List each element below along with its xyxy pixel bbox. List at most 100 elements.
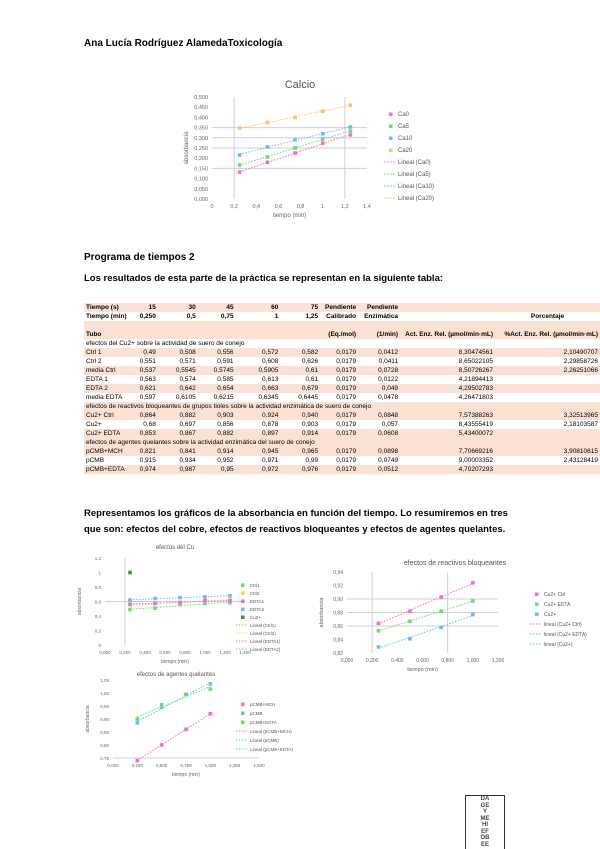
table-cell: 0,5745 bbox=[197, 366, 236, 375]
table-cell: 0,853 bbox=[133, 429, 158, 438]
table-cell: 0,0179 bbox=[320, 465, 359, 474]
chart-title: efectos de agentes quelantes bbox=[137, 672, 215, 678]
legend-marker bbox=[535, 592, 539, 596]
x-tick-label: 0,200 bbox=[366, 658, 379, 664]
legend-marker bbox=[389, 124, 393, 128]
data-point-EDTA1 bbox=[203, 598, 207, 603]
table-cell: 0,0898 bbox=[358, 447, 401, 456]
table-cell: 0,61 bbox=[280, 366, 321, 375]
table-cell: 0,574 bbox=[179, 376, 196, 383]
table-cell: 3,90810615 bbox=[495, 447, 600, 456]
table-cell: 0,976 bbox=[280, 465, 321, 474]
table-row: media Ctrl 0,537 0,5545 0,5745 0,5905 0,61 0,0… bbox=[84, 366, 600, 375]
table-cell: 0,0179 bbox=[320, 429, 359, 438]
data-point-Ca10 bbox=[265, 145, 270, 149]
table-cell bbox=[157, 330, 198, 339]
table-row: EDTA 2 0,621 0,642 0,654 0,663 0,679 0,0179 0,0… bbox=[84, 384, 600, 393]
x-axis-label: tiempo (min) bbox=[273, 213, 306, 219]
y-tick-label: 0,150 bbox=[194, 166, 208, 172]
table-cell: 0,0411 bbox=[378, 358, 399, 365]
table-cell bbox=[495, 303, 600, 312]
data-point-EDTA1 bbox=[228, 598, 232, 603]
x-tick-label: 0,800 bbox=[179, 650, 191, 655]
legend-label: pCMB bbox=[250, 711, 263, 716]
table-cell: (Eq./mol) bbox=[320, 330, 359, 339]
table-cell: 0,6445 bbox=[298, 394, 319, 401]
legend-marker bbox=[241, 615, 245, 619]
table-cell: Tubo bbox=[84, 330, 134, 339]
table-cell: 0,68 bbox=[143, 421, 156, 428]
data-point-Ca5 bbox=[293, 146, 297, 150]
data-point-pCMB+EDTA bbox=[135, 717, 140, 721]
x-tick-label: 0,750 bbox=[180, 763, 192, 768]
y-tick-label: 0,82 bbox=[333, 651, 343, 657]
chart-title: efectos del Cu bbox=[156, 545, 194, 551]
data-point-pCMB+MCH bbox=[208, 712, 213, 716]
table-cell: 30 bbox=[157, 303, 198, 312]
table-cell: 0,974 bbox=[133, 465, 158, 474]
chart-title: efectos de reactivos bloqueantes bbox=[404, 560, 507, 567]
table-cell: 2,18103587 bbox=[563, 421, 598, 428]
data-point-pCMB+EDTA bbox=[159, 702, 164, 707]
table-cell: 0,585 bbox=[217, 376, 234, 383]
legend-marker bbox=[389, 136, 393, 140]
data-point-Cu2+ bbox=[471, 612, 475, 617]
table-cell: 0,882 bbox=[197, 429, 236, 438]
table-cell: 0,0179 bbox=[320, 366, 359, 375]
y-tick-label: 0,94 bbox=[333, 570, 343, 576]
x-axis-label: tiempo (min) bbox=[407, 667, 438, 673]
table-cell: 0,841 bbox=[157, 447, 198, 456]
x-tick-label: 0,4 bbox=[252, 204, 260, 210]
x-tick-label: 0,400 bbox=[139, 650, 151, 655]
x-tick-label: 0,500 bbox=[156, 763, 168, 768]
table-cell: 2,29858726 bbox=[563, 358, 598, 365]
table-cell: 1,25 bbox=[305, 313, 319, 320]
table-cell: Tiempo (s) bbox=[84, 303, 134, 312]
table-cell: 0,613 bbox=[262, 376, 279, 383]
table-cell: 0,0179 bbox=[336, 457, 357, 464]
table-cell: 0,6345 bbox=[258, 394, 279, 401]
legend-label: pCMB+EDTA bbox=[250, 720, 277, 725]
table-cell: 0,61 bbox=[305, 376, 319, 383]
x-tick-label: 1,000 bbox=[205, 763, 217, 768]
table-cell: 0,75 bbox=[220, 313, 234, 320]
table-cell: 0,878 bbox=[262, 421, 279, 428]
table-row: pCMB+EDTA 0,974 0,987 0,95 0,972 0,976 0,0179 0… bbox=[84, 465, 600, 474]
table-cell: 0,0179 bbox=[336, 358, 357, 365]
table-cell: 0,924 bbox=[235, 411, 281, 420]
table-cell bbox=[495, 384, 600, 393]
data-point-Cu2+ Ctrl bbox=[376, 621, 381, 626]
table-cell: 0,0848 bbox=[358, 411, 401, 420]
legend-label: Cu2+ bbox=[544, 612, 556, 618]
document-header: Ana Lucía Rodríguez AlamedaToxicología bbox=[84, 38, 283, 49]
legend-marker bbox=[241, 607, 245, 611]
table-cell: (1/min) bbox=[358, 330, 401, 339]
data-point-pCMB bbox=[135, 721, 140, 725]
chart-title: Calcio bbox=[285, 79, 316, 91]
data-point-Cu2+ bbox=[408, 637, 412, 641]
legend-marker bbox=[241, 711, 245, 715]
data-point-Ca0 bbox=[348, 133, 353, 137]
data-point-Ca0 bbox=[265, 160, 270, 165]
data-point-Ca5 bbox=[348, 129, 353, 133]
legend-marker bbox=[389, 148, 393, 152]
data-point-Ca0 bbox=[237, 170, 242, 174]
y-tick-label: 1,05 bbox=[100, 678, 109, 683]
table-cell: 0,0512 bbox=[358, 465, 401, 474]
table-row: Cu2+ EDTA 0,853 0,867 0,882 0,897 0,914 0,0179… bbox=[84, 429, 600, 438]
legend-marker bbox=[241, 583, 245, 587]
table-cell: 0,5 bbox=[186, 313, 196, 320]
data-point-EDTA1 bbox=[178, 600, 182, 605]
table-cell: Cu2+ EDTA bbox=[84, 429, 134, 438]
table-cell: 0,864 bbox=[133, 411, 158, 420]
legend-label: Cu2+ bbox=[250, 615, 261, 620]
trendline-Ca20 bbox=[239, 104, 351, 129]
table-cell: EDTA 2 bbox=[84, 384, 134, 393]
legend-marker bbox=[241, 720, 245, 724]
y-tick-label: 0,250 bbox=[194, 146, 208, 152]
legend-label: Lineal (Ca5) bbox=[398, 172, 431, 178]
trendline-pCMB+EDTA bbox=[137, 686, 211, 718]
legend-marker bbox=[241, 599, 245, 603]
y-tick-label: 0,84 bbox=[333, 638, 343, 644]
table-cell bbox=[495, 465, 600, 474]
